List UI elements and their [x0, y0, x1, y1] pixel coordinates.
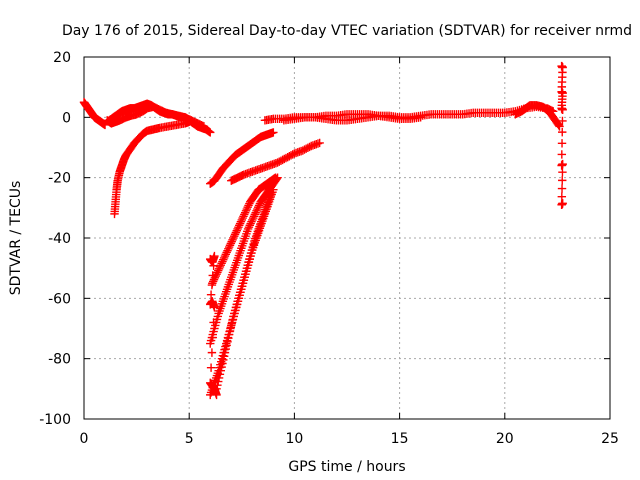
data-point	[208, 333, 217, 342]
axis-ticks: 0 5 10 15 20 25 -100 -80 -60 -40 -20 0 20	[39, 50, 619, 447]
data-point	[558, 159, 567, 169]
data-point	[222, 341, 231, 350]
data-point	[215, 370, 225, 379]
data-point	[224, 330, 234, 339]
data-point	[223, 337, 232, 346]
y-tick-label: 0	[62, 110, 71, 126]
data-point	[214, 377, 223, 386]
data-point	[217, 362, 226, 372]
data-point	[210, 303, 219, 312]
data-point	[206, 128, 215, 137]
data-point	[212, 390, 221, 400]
data-series	[102, 102, 209, 131]
data-point	[557, 192, 567, 201]
data-point	[227, 319, 236, 328]
data-point	[558, 176, 567, 185]
data-point	[209, 318, 218, 327]
data-point	[218, 359, 227, 368]
data-point	[225, 326, 235, 336]
data-point	[416, 113, 425, 122]
data-point	[207, 280, 217, 290]
data-point	[558, 105, 567, 114]
y-tick-label: 20	[53, 50, 71, 66]
y-tick-label: -60	[48, 291, 71, 307]
data-point	[206, 363, 216, 372]
y-tick-label: -80	[48, 352, 71, 368]
x-tick-label: 20	[496, 431, 514, 447]
data-series	[206, 251, 221, 400]
y-axis-label: SDTVAR / TECUs	[8, 181, 24, 296]
data-point	[210, 251, 219, 261]
data-point	[558, 199, 567, 208]
x-axis-label: GPS time / hours	[288, 459, 405, 475]
data-series	[557, 61, 567, 210]
data-point	[214, 373, 224, 383]
data-series	[227, 138, 324, 185]
y-tick-label: -100	[39, 412, 71, 428]
data-point	[199, 122, 209, 131]
data-point	[557, 150, 567, 159]
y-tick-label: -40	[48, 231, 71, 247]
chart-title: Day 176 of 2015, Sidereal Day-to-day VTE…	[62, 23, 632, 39]
data-point	[557, 139, 567, 148]
data-points	[79, 61, 567, 400]
data-point	[209, 261, 218, 270]
y-tick-label: -20	[48, 171, 71, 187]
data-point	[221, 344, 231, 354]
data-point	[185, 117, 194, 127]
x-tick-label: 10	[285, 431, 303, 447]
data-point	[207, 348, 217, 357]
x-tick-label: 15	[391, 431, 409, 447]
x-tick-label: 0	[80, 431, 89, 447]
data-point	[558, 127, 567, 137]
data-series	[511, 101, 564, 131]
data-series	[279, 111, 425, 125]
data-point	[554, 120, 563, 130]
data-series	[79, 98, 110, 130]
data-point	[228, 315, 237, 325]
data-series	[206, 128, 278, 188]
data-point	[226, 323, 236, 332]
data-point	[216, 366, 225, 375]
data-point	[557, 184, 567, 193]
data-point	[269, 128, 278, 137]
data-point	[558, 168, 567, 177]
data-series	[110, 117, 194, 219]
data-point	[558, 116, 567, 126]
data-point	[555, 122, 564, 131]
data-point	[267, 188, 276, 197]
x-tick-label: 5	[185, 431, 194, 447]
data-point	[206, 290, 216, 299]
data-point	[271, 173, 280, 182]
x-tick-label: 25	[601, 431, 619, 447]
data-point	[220, 348, 230, 357]
data-point	[315, 138, 324, 148]
data-point	[208, 271, 217, 280]
data-point	[224, 333, 233, 343]
data-point	[219, 352, 229, 361]
data-point	[219, 355, 228, 365]
data-series	[212, 188, 276, 394]
